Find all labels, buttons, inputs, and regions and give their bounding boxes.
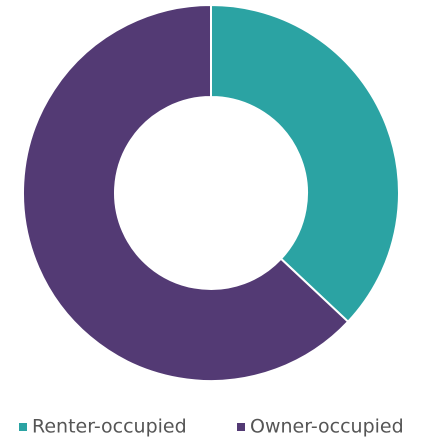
donut-segment: [210, 3, 400, 324]
legend-label: Renter-occupied: [32, 416, 187, 438]
legend-swatch: [237, 423, 245, 431]
donut-segment: [22, 3, 350, 382]
legend-label: Owner-occupied: [250, 416, 404, 438]
legend-swatch: [19, 423, 27, 431]
